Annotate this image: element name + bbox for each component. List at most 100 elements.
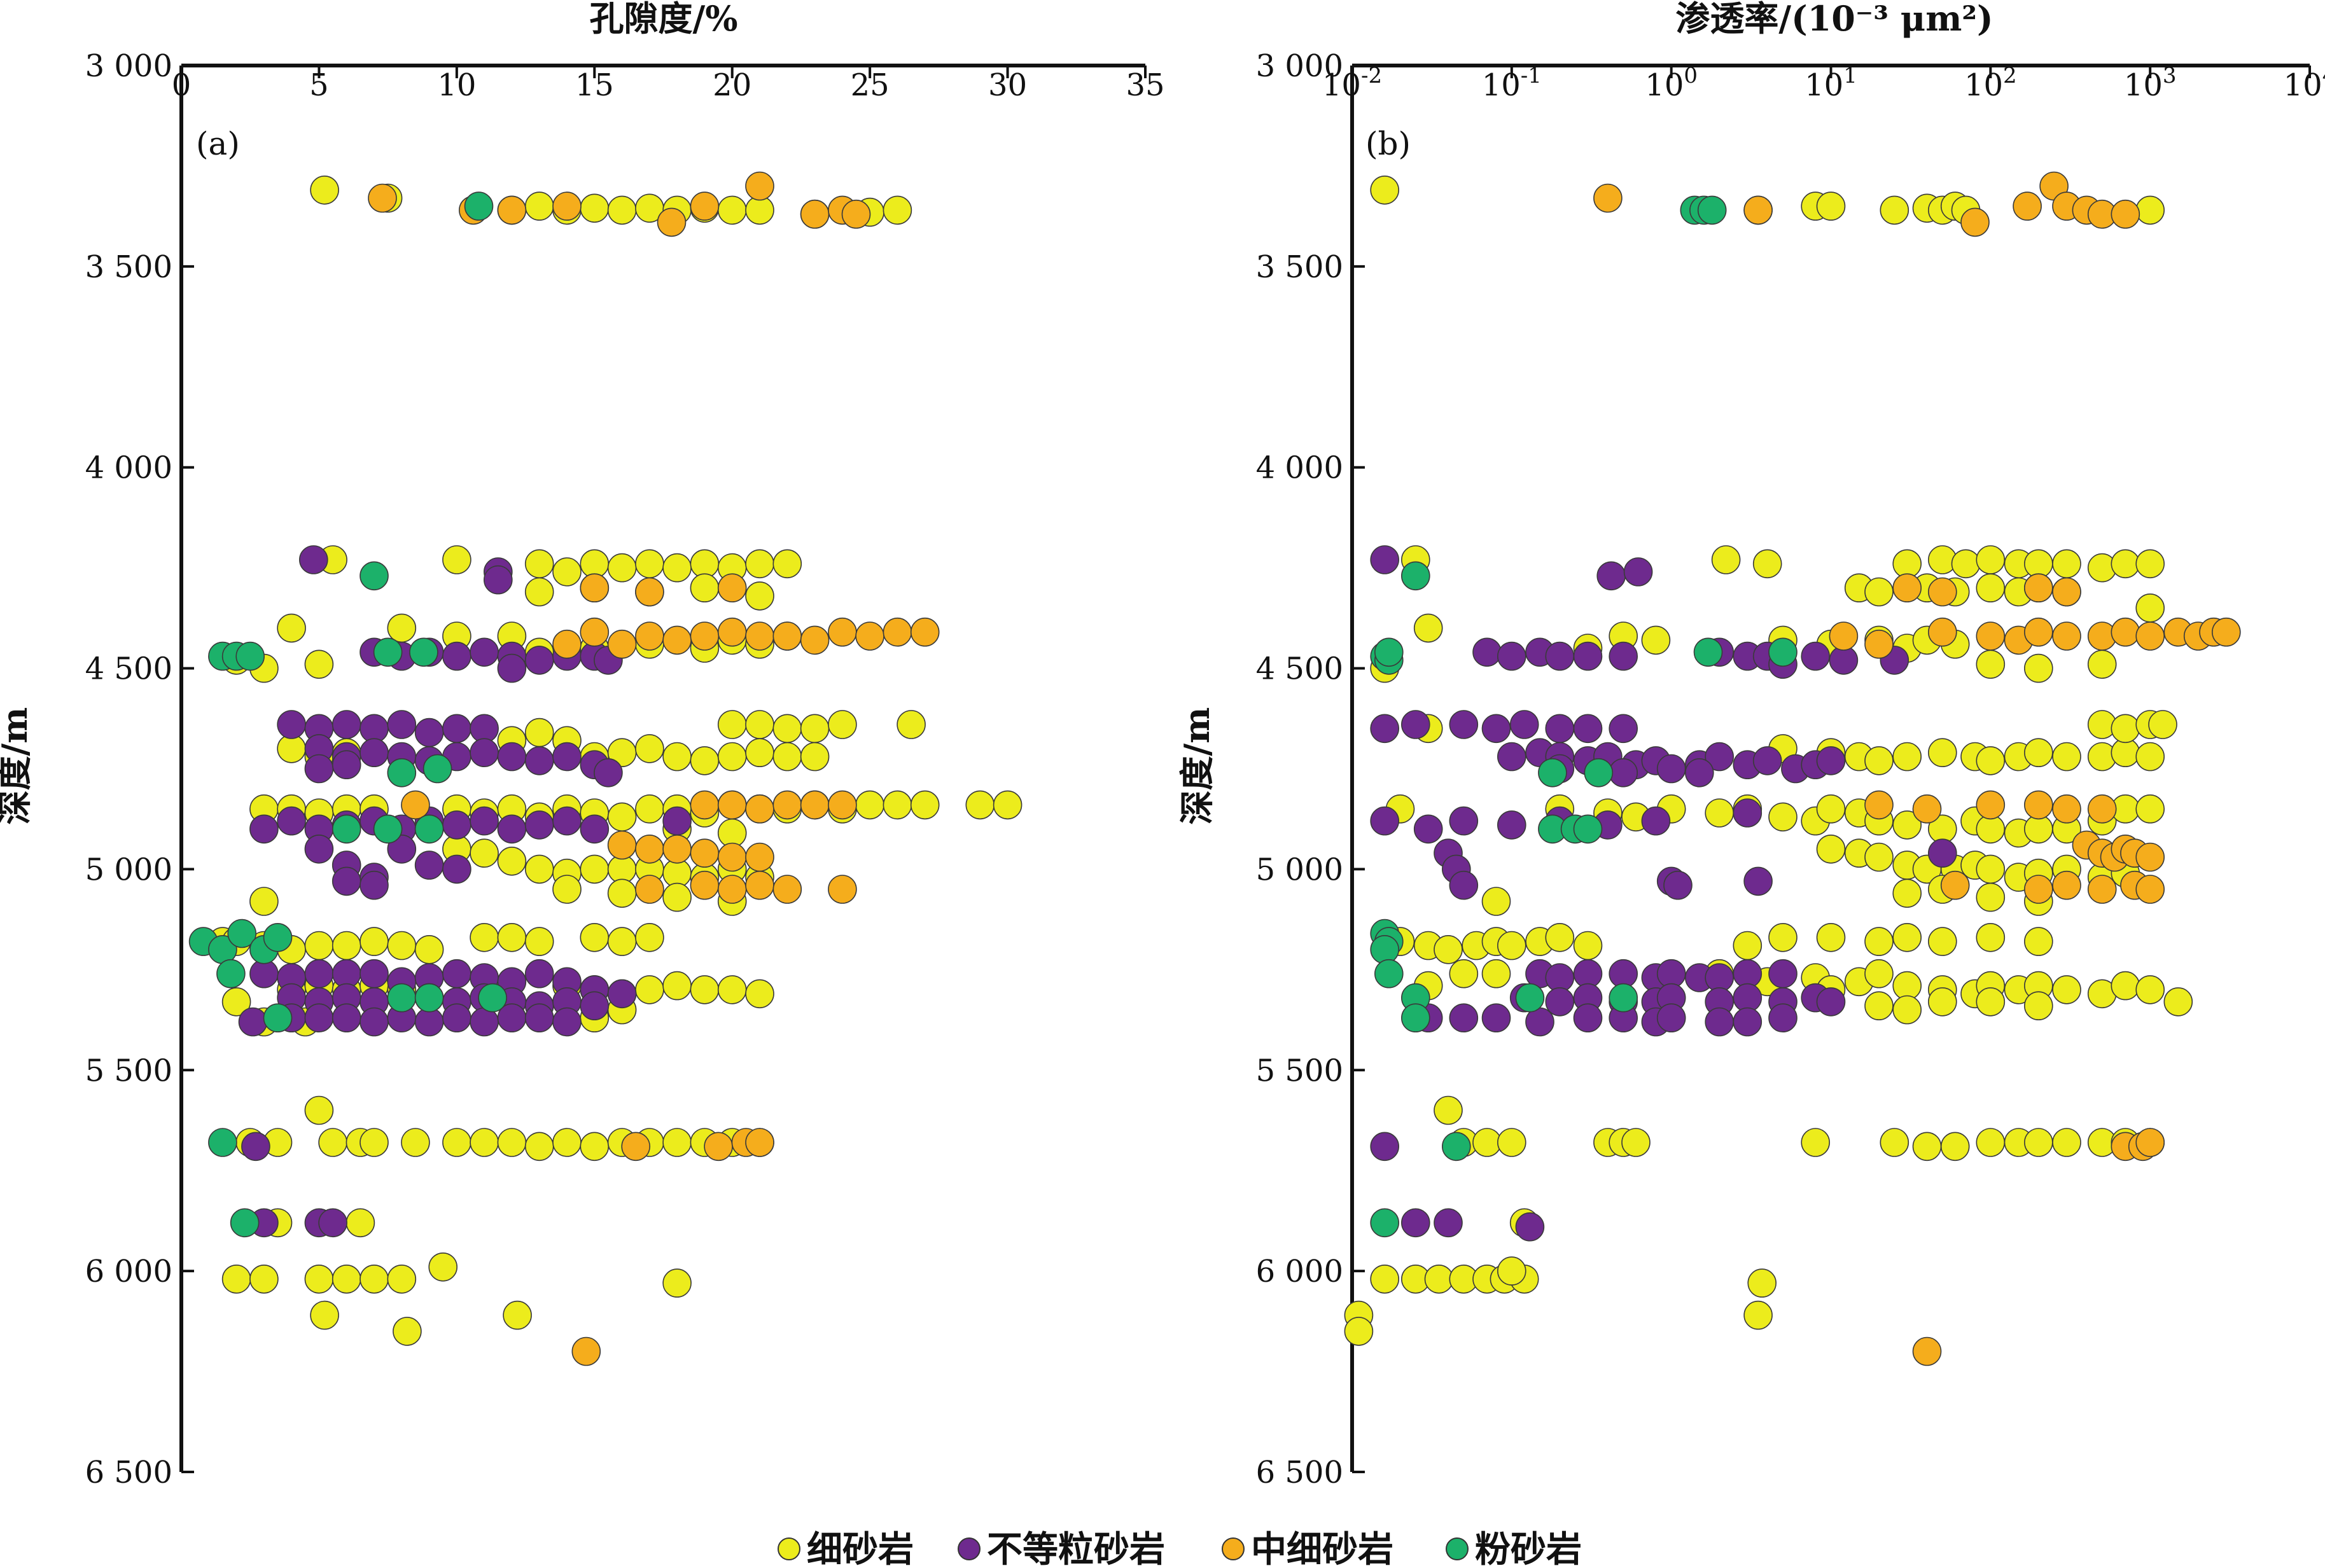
- data-point-2: [442, 959, 471, 989]
- data-point-1: [524, 549, 554, 579]
- data-point-2: [1370, 714, 1399, 744]
- data-point-1: [910, 790, 940, 820]
- data-point-3: [1928, 617, 1957, 647]
- data-point-2: [1413, 814, 1443, 844]
- legend-marker-medium-fine-sandstone: [1222, 1537, 1245, 1560]
- data-point-3: [717, 617, 747, 647]
- data-point-3: [910, 617, 940, 647]
- panel-b-y-tick-label: 5 500: [1256, 1053, 1343, 1088]
- data-point-2: [1449, 806, 1479, 836]
- data-point-1: [1344, 1317, 1374, 1346]
- data-point-2: [1596, 561, 1626, 591]
- data-point-2: [332, 750, 361, 779]
- data-point-1: [1545, 923, 1575, 952]
- data-point-1: [1976, 573, 2006, 603]
- data-point-2: [1816, 987, 1846, 1016]
- data-point-1: [897, 710, 926, 739]
- data-point-2: [360, 1007, 389, 1037]
- data-point-3: [2052, 870, 2081, 900]
- data-point-1: [332, 931, 361, 961]
- data-point-1: [304, 931, 334, 961]
- data-point-1: [2135, 794, 2165, 824]
- data-point-1: [1497, 1128, 1526, 1157]
- data-point-1: [1424, 1265, 1454, 1294]
- data-point-3: [690, 838, 720, 868]
- data-point-1: [1864, 577, 1894, 607]
- data-point-2: [1663, 870, 1693, 900]
- data-point-2: [304, 835, 334, 864]
- data-point-3: [690, 790, 720, 820]
- panel-a-x-tick-label: 5: [309, 67, 329, 103]
- data-point-2: [580, 991, 610, 1020]
- data-point-1: [1951, 549, 1981, 579]
- data-point-3: [607, 629, 637, 659]
- data-point-2: [1733, 1007, 1763, 1037]
- data-point-1: [772, 549, 802, 579]
- data-point-1: [1892, 923, 1922, 952]
- data-point-3: [855, 621, 884, 651]
- data-point-4: [263, 923, 293, 952]
- data-point-2: [1497, 810, 1526, 840]
- data-point-3: [2135, 875, 2165, 904]
- panel-b-x-ticks: 10-2 10-1 100 101 102 103 104: [1322, 63, 2325, 103]
- data-point-3: [717, 875, 747, 904]
- data-point-1: [1801, 1128, 1830, 1157]
- data-point-1: [2135, 195, 2165, 225]
- panel-a-x-tick-label: 15: [575, 67, 614, 103]
- data-point-1: [1880, 195, 1910, 225]
- data-point-1: [2148, 710, 2177, 739]
- panel-b-x-tick-label: 103: [2124, 63, 2177, 103]
- data-point-1: [2111, 714, 2140, 744]
- data-point-3: [2024, 617, 2053, 647]
- data-point-1: [1976, 545, 2006, 574]
- data-point-1: [607, 195, 637, 225]
- data-point-1: [442, 545, 471, 574]
- data-point-3: [800, 790, 830, 820]
- legend-label-unequal-grain-sandstone: 不等粒砂岩: [987, 1529, 1165, 1568]
- data-point-1: [745, 710, 774, 739]
- data-point-1: [1705, 798, 1734, 828]
- panel-label-b: (b): [1365, 125, 1411, 162]
- data-point-1: [503, 1300, 532, 1330]
- data-point-1: [1892, 995, 1922, 1025]
- data-point-3: [1976, 621, 2006, 651]
- data-point-3: [772, 875, 802, 904]
- data-point-1: [1449, 959, 1479, 989]
- data-point-4: [230, 1208, 260, 1238]
- data-point-1: [717, 975, 747, 1004]
- data-point-2: [1449, 870, 1479, 900]
- data-point-3: [883, 617, 912, 647]
- data-point-2: [1515, 1212, 1545, 1242]
- data-point-1: [401, 1128, 430, 1157]
- data-point-1: [607, 927, 637, 956]
- data-point-1: [1481, 959, 1511, 989]
- data-point-3: [772, 621, 802, 651]
- data-point-1: [717, 710, 747, 739]
- panel-a-y-tick-label: 6 500: [85, 1455, 172, 1490]
- data-point-2: [304, 959, 334, 989]
- panel-a-x-axis-title: 孔隙度/%: [589, 0, 737, 39]
- data-point-4: [1401, 1003, 1430, 1032]
- panel-b-permeability: (b) 渗透率/(10⁻³ μm²) 深度/m 10-2 10-1 100 101 10…: [1176, 0, 2325, 1490]
- data-point-2: [483, 565, 513, 595]
- data-point-2: [1609, 758, 1638, 787]
- panel-b-x-axis-title: 渗透率/(10⁻³ μm²): [1675, 0, 1993, 39]
- data-point-1: [1733, 931, 1763, 961]
- data-point-3: [2087, 875, 2117, 904]
- data-point-1: [607, 553, 637, 583]
- legend-label-fine-sandstone: 细砂岩: [807, 1529, 914, 1568]
- data-point-3: [828, 790, 857, 820]
- data-point-4: [464, 191, 494, 221]
- data-point-1: [800, 714, 830, 744]
- panel-a-y-tick-label: 6 000: [85, 1254, 172, 1289]
- data-point-2: [442, 714, 471, 744]
- data-point-1: [346, 1208, 375, 1238]
- data-point-2: [1743, 866, 1773, 896]
- legend-item-unequal-grain-sandstone: 不等粒砂岩: [958, 1529, 1165, 1568]
- data-point-2: [1481, 1003, 1511, 1032]
- data-point-1: [1976, 649, 2006, 679]
- data-point-1: [2135, 593, 2165, 623]
- data-point-1: [332, 1265, 361, 1294]
- data-point-2: [1472, 637, 1502, 667]
- panel-a-y-tick-label: 4 000: [85, 450, 172, 486]
